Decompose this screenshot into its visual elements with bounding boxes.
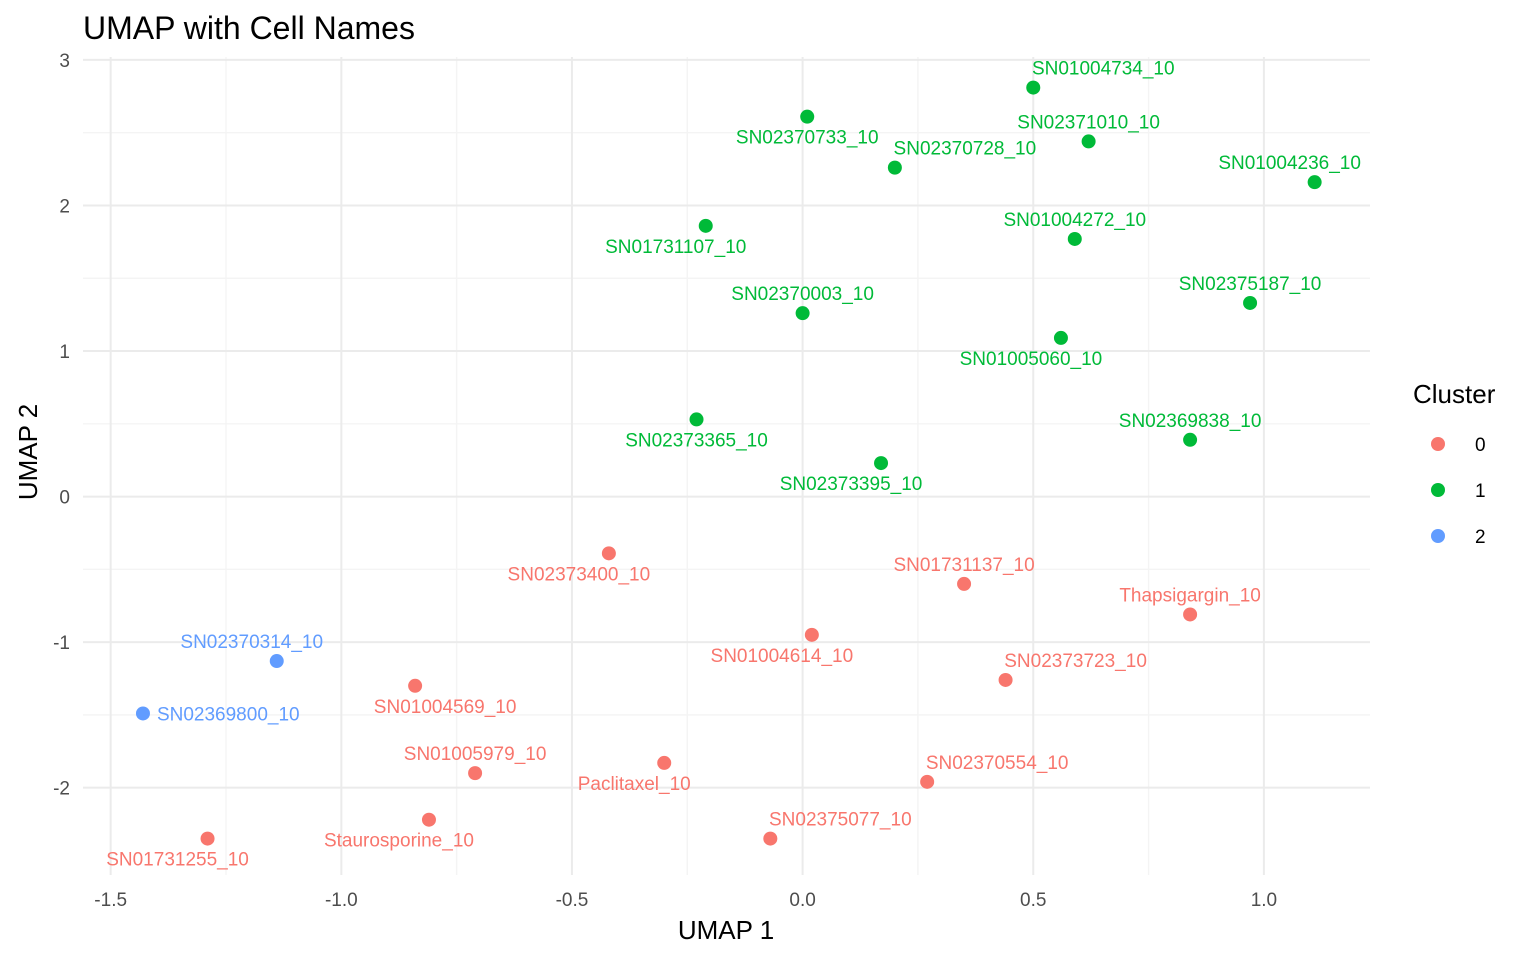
x-axis-title: UMAP 1 [678, 915, 774, 945]
data-point [874, 456, 889, 471]
point-label: SN02375077_10 [769, 810, 912, 831]
point-label: SN02373723_10 [1004, 651, 1147, 672]
data-point [1307, 175, 1322, 190]
x-tick-label: 1.0 [1251, 890, 1277, 911]
data-point [601, 546, 616, 561]
point-label: SN02370003_10 [731, 284, 874, 305]
point-label: SN02370733_10 [736, 128, 879, 149]
point-label: SN01731137_10 [893, 555, 1034, 576]
data-point [998, 672, 1013, 687]
x-tick-label: -0.5 [556, 890, 589, 911]
point-label: SN02375187_10 [1179, 274, 1322, 295]
y-tick-label: 1 [59, 342, 70, 363]
data-point [421, 812, 436, 827]
point-label: SN02370314_10 [180, 632, 323, 653]
legend-title: Cluster [1413, 379, 1496, 409]
y-tick-label: 2 [59, 196, 70, 217]
point-labels: SN01004734_10 SN02370733_10 SN02371010_10 S… [106, 59, 1361, 871]
x-axis-ticks: -1.5 -1.0 -0.5 0.0 0.5 1.0 [94, 890, 1277, 911]
data-point [657, 755, 672, 770]
grid [83, 57, 1370, 875]
point-label: SN02370728_10 [894, 139, 1037, 160]
point-label: SN02373395_10 [780, 474, 923, 495]
point-label: SN01004734_10 [1032, 59, 1175, 80]
point-label: SN02373400_10 [508, 564, 651, 585]
data-point [1183, 607, 1198, 622]
data-point [269, 654, 284, 669]
chart-title: UMAP with Cell Names [83, 10, 415, 46]
point-label: SN01004272_10 [1003, 210, 1146, 231]
y-tick-label: -1 [53, 633, 70, 654]
data-point [920, 774, 935, 789]
x-tick-label: -1.0 [325, 890, 358, 911]
legend-label-1: 1 [1475, 481, 1486, 502]
y-axis-ticks: -2 -1 0 1 2 3 [53, 51, 70, 800]
data-point [408, 678, 423, 693]
point-label: SN02369838_10 [1119, 411, 1262, 432]
data-point [1026, 80, 1041, 95]
data-point [887, 160, 902, 175]
legend-label-2: 2 [1475, 527, 1486, 548]
point-label: SN01731255_10 [106, 850, 249, 871]
data-point [763, 831, 778, 846]
point-label: SN01005979_10 [404, 744, 547, 765]
data-point [1183, 432, 1198, 447]
point-label: Staurosporine_10 [324, 831, 474, 852]
data-point [200, 831, 215, 846]
point-label: SN02371010_10 [1017, 112, 1160, 133]
data-point [1053, 330, 1068, 345]
point-label: SN01731107_10 [605, 237, 746, 258]
y-axis-title: UMAP 2 [13, 404, 43, 500]
legend-label-0: 0 [1475, 435, 1486, 456]
legend: Cluster 0 1 2 [1413, 379, 1496, 548]
y-tick-label: 3 [59, 51, 70, 72]
data-point [804, 627, 819, 642]
x-tick-label: -1.5 [94, 890, 127, 911]
point-label: SN01004236_10 [1218, 153, 1361, 174]
y-tick-label: -2 [53, 779, 70, 800]
legend-key-2 [1431, 529, 1445, 543]
point-label: SN01004569_10 [374, 697, 517, 718]
data-point [135, 706, 150, 721]
data-point [1243, 295, 1258, 310]
point-label: SN01005060_10 [960, 349, 1103, 370]
point-label: SN02373365_10 [625, 430, 768, 451]
y-tick-label: 0 [59, 488, 70, 509]
data-point [689, 412, 704, 427]
point-label: Thapsigargin_10 [1119, 585, 1261, 606]
data-point [698, 218, 713, 233]
point-label: SN02370554_10 [926, 753, 1069, 774]
data-point [1067, 231, 1082, 246]
legend-key-0 [1431, 437, 1445, 451]
data-point [468, 766, 483, 781]
x-tick-label: 0.0 [789, 890, 815, 911]
point-label: SN02369800_10 [157, 704, 300, 725]
x-tick-label: 0.5 [1020, 890, 1046, 911]
data-point [800, 109, 815, 124]
legend-key-1 [1431, 483, 1445, 497]
point-label: Paclitaxel_10 [578, 774, 691, 795]
data-point [957, 576, 972, 591]
point-label: SN01004614_10 [711, 646, 854, 667]
data-point [795, 306, 810, 321]
data-points [135, 80, 1322, 846]
data-point [1081, 134, 1096, 149]
